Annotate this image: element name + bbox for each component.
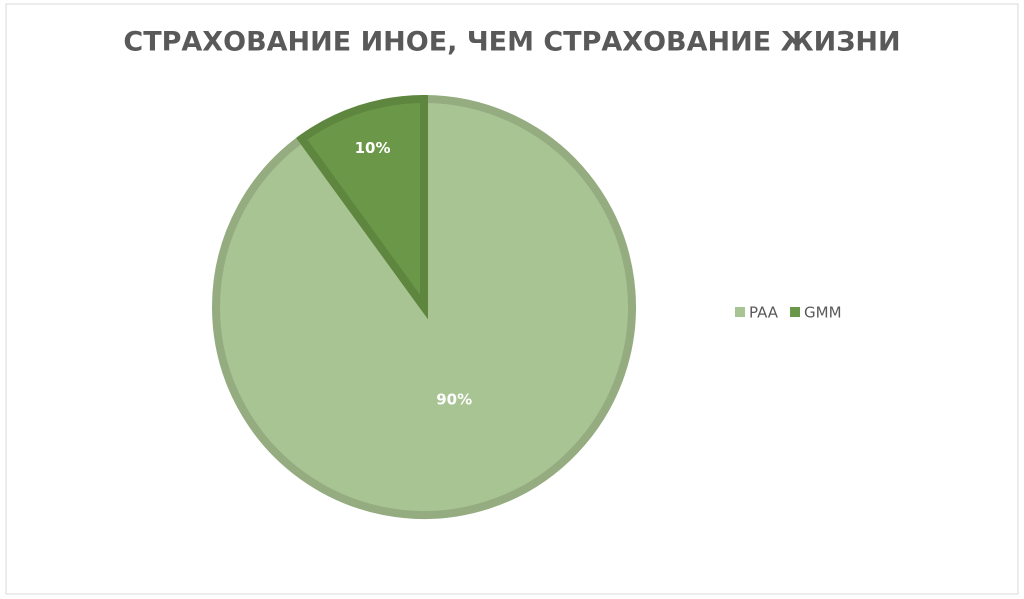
legend-marker (735, 307, 745, 317)
pie-slice (296, 94, 428, 320)
legend-label: GMM (804, 304, 842, 322)
data-label: 10% (355, 139, 391, 157)
legend-marker (790, 307, 801, 317)
legend-label: PAA (749, 304, 779, 322)
data-label: 90% (436, 390, 472, 408)
chart-title: СТРАХОВАНИЕ ИНОЕ, ЧЕМ СТРАХОВАНИЕ ЖИЗНИ (123, 27, 900, 58)
